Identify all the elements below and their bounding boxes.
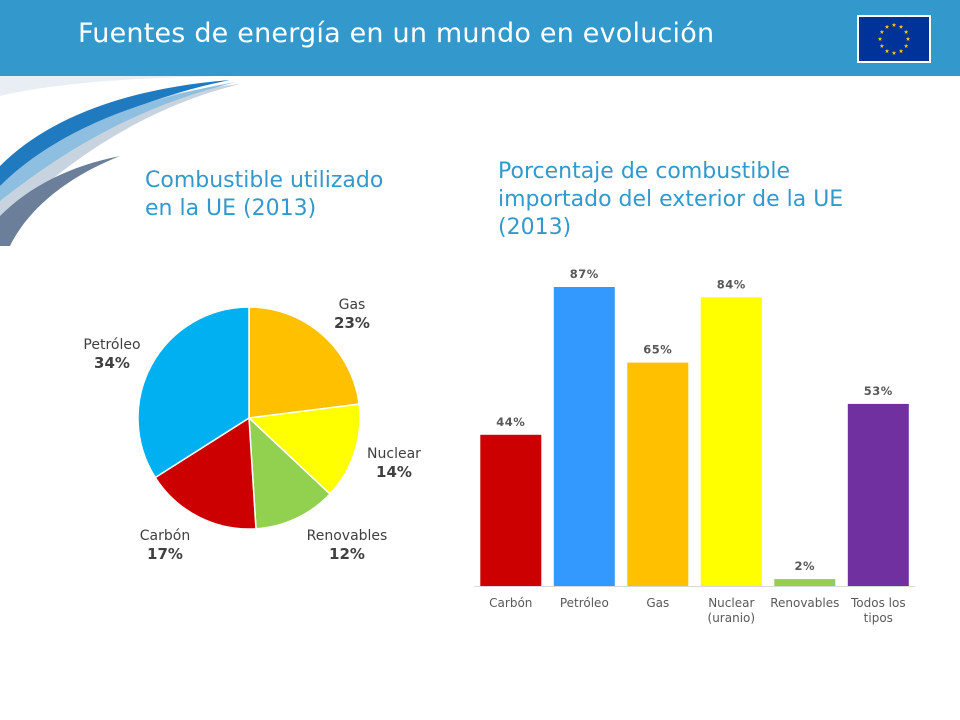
bar-value-label: 65% bbox=[643, 343, 672, 357]
bar-category-label: Carbón bbox=[489, 596, 532, 610]
eu-flag-icon bbox=[857, 15, 931, 63]
flag-star-icon bbox=[891, 50, 897, 55]
bar-category-label: (uranio) bbox=[708, 611, 756, 625]
flag-star-icon bbox=[903, 29, 909, 34]
pie-value-label: 14% bbox=[376, 463, 412, 481]
bar-value-label: 2% bbox=[795, 559, 816, 573]
flag-star-icon bbox=[905, 36, 911, 41]
pie-label: Gas bbox=[339, 297, 366, 313]
pie-slice-carbn bbox=[154, 416, 257, 530]
pie-chart-title: Combustible utilizado en la UE (2013) bbox=[145, 168, 384, 221]
pie-value-label: 34% bbox=[94, 354, 130, 372]
flag-star-icon bbox=[891, 22, 897, 27]
flag-star-icon bbox=[884, 24, 890, 29]
bar-category-label: Petróleo bbox=[560, 596, 609, 610]
bar-value-label: 53% bbox=[864, 384, 893, 398]
decorative-swoosh bbox=[0, 76, 260, 246]
bar-0 bbox=[480, 434, 542, 586]
flag-star-icon bbox=[877, 36, 883, 41]
pie-slice-renovables bbox=[248, 416, 331, 530]
bar-value-label: 84% bbox=[717, 277, 746, 291]
flag-star-icon bbox=[898, 24, 904, 29]
bar-5 bbox=[847, 403, 909, 586]
flag-star-icon bbox=[884, 48, 890, 53]
bar-value-label: 44% bbox=[496, 415, 525, 429]
pie-value-label: 23% bbox=[334, 314, 370, 332]
pie-label: Renovables bbox=[307, 528, 388, 544]
bar-4 bbox=[774, 579, 836, 586]
flag-star-icon bbox=[879, 29, 885, 34]
bar-category-label: Todos los bbox=[850, 596, 906, 610]
bar-category-label: tipos bbox=[864, 611, 893, 625]
pie-slice-petrleo bbox=[137, 306, 250, 479]
flag-star-icon bbox=[898, 48, 904, 53]
slide-title: Fuentes de energía en un mundo en evoluc… bbox=[78, 18, 715, 49]
pie-label: Nuclear bbox=[367, 446, 421, 462]
flag-star-icon bbox=[903, 43, 909, 48]
bar-3 bbox=[700, 297, 762, 586]
header-bar: Fuentes de energía en un mundo en evoluc… bbox=[0, 0, 960, 76]
pie-label: Petróleo bbox=[83, 337, 140, 353]
bar-category-label: Gas bbox=[646, 596, 669, 610]
pie-label: Carbón bbox=[140, 528, 190, 544]
pie-value-label: 12% bbox=[329, 545, 365, 563]
bar-2 bbox=[627, 362, 689, 586]
bar-chart-title: Porcentaje de combustible importado del … bbox=[498, 159, 844, 240]
pie-slice-gas bbox=[248, 306, 360, 419]
bar-1 bbox=[553, 287, 615, 586]
pie-slice-nuclear bbox=[247, 403, 361, 496]
flag-star-icon bbox=[879, 43, 885, 48]
bar-value-label: 87% bbox=[570, 267, 599, 281]
bar-category-label: Nuclear bbox=[708, 596, 754, 610]
pie-value-label: 17% bbox=[147, 545, 183, 563]
bar-category-label: Renovables bbox=[770, 596, 839, 610]
